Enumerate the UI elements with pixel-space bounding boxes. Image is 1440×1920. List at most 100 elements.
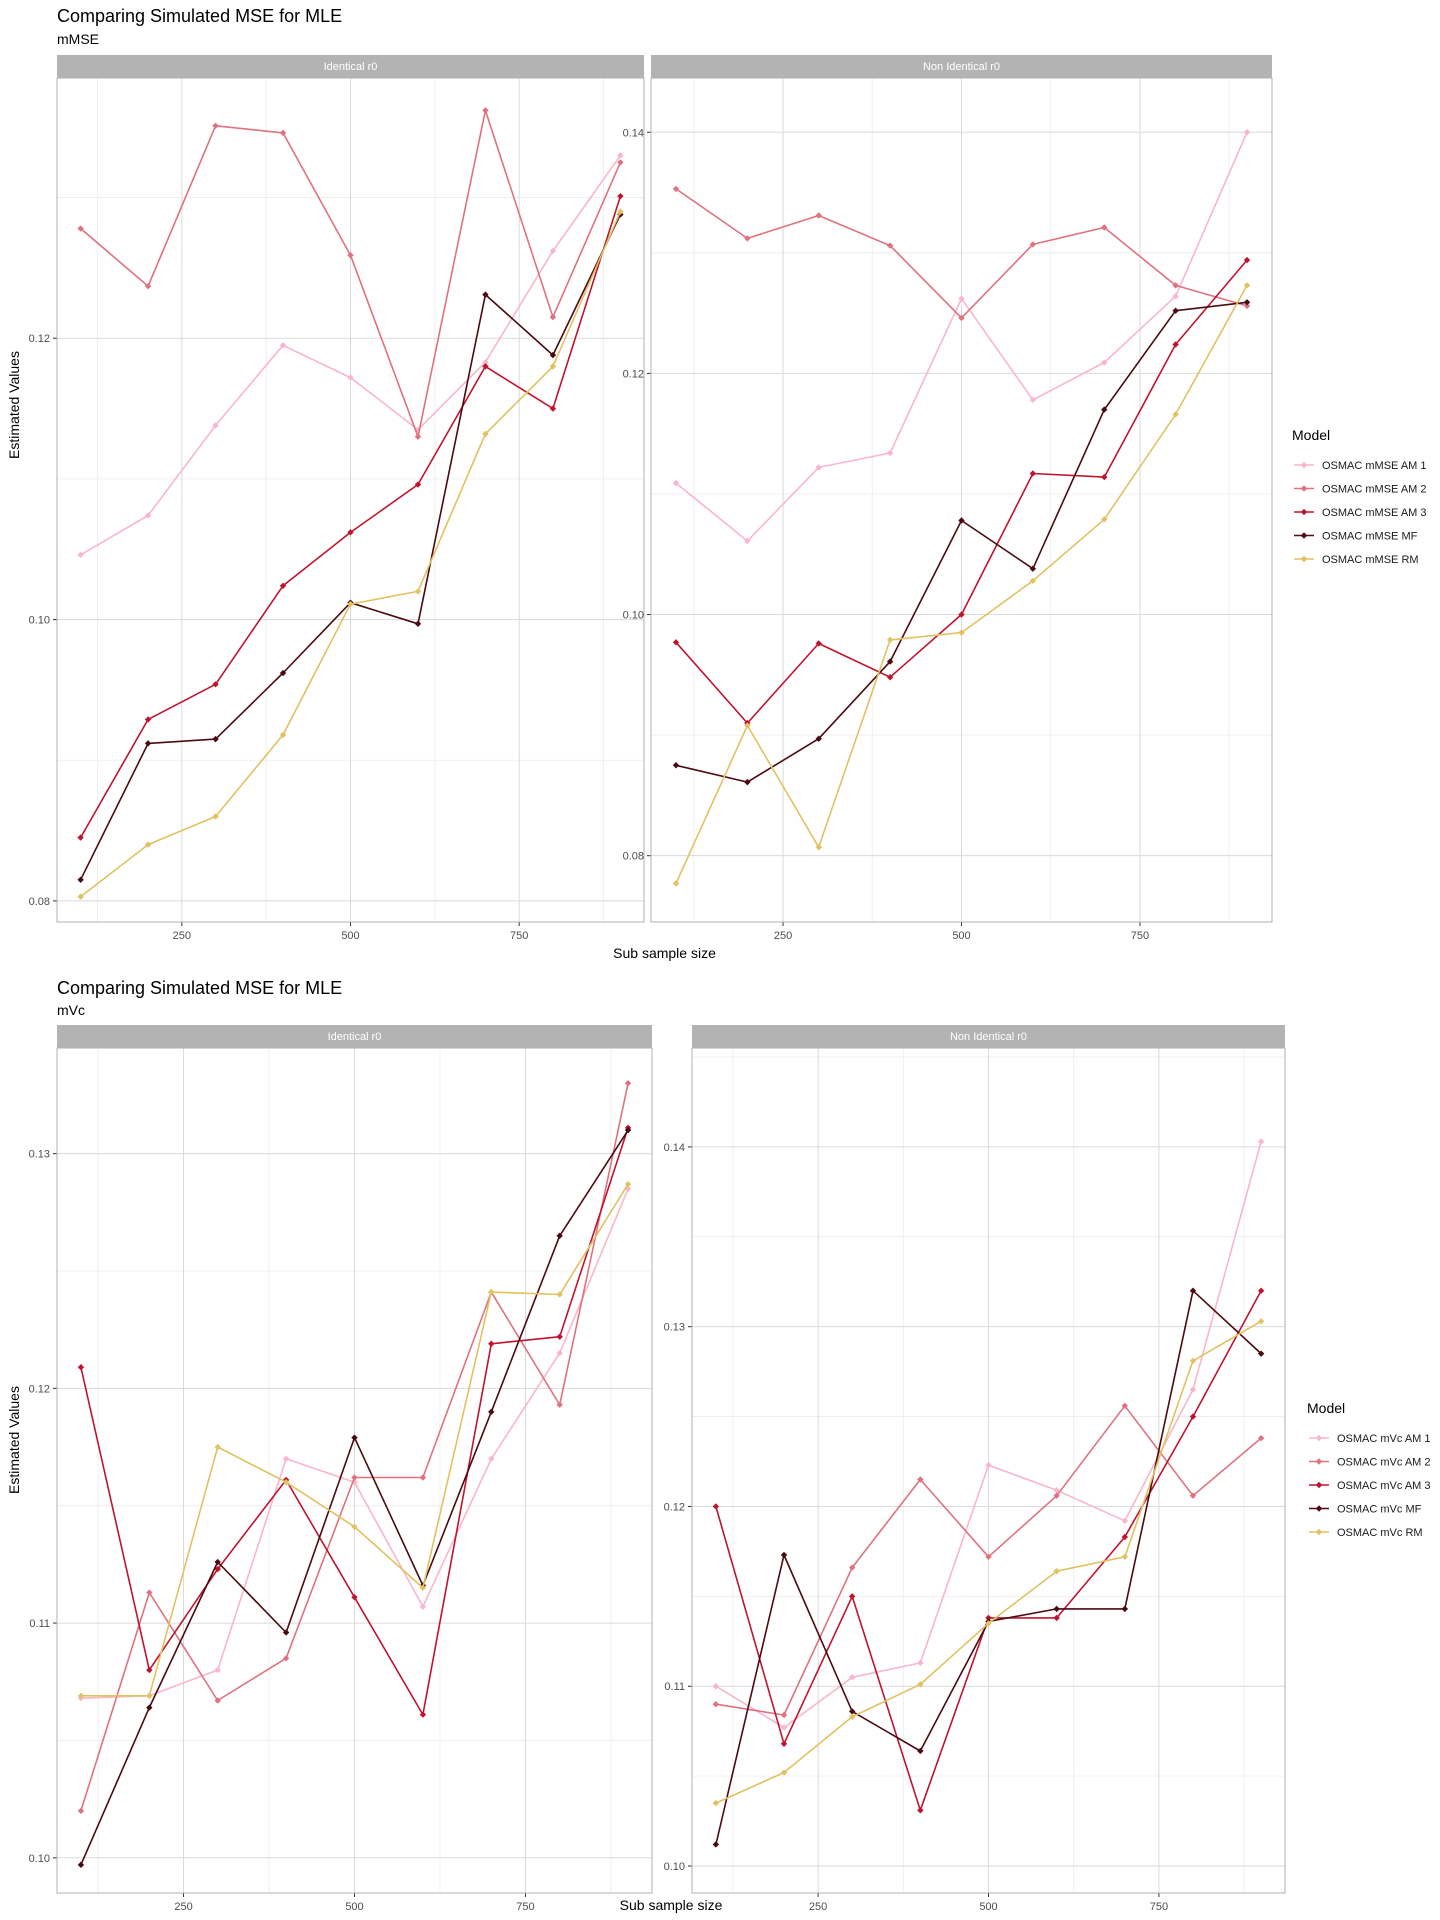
data-point <box>1053 1614 1060 1622</box>
data-point <box>347 600 354 608</box>
y-tick-label: 0.13 <box>664 1322 685 1334</box>
legend-item-label: OSMAC mMSE MF <box>1322 531 1418 543</box>
legend-swatch-point <box>1300 508 1308 516</box>
data-point <box>958 517 965 524</box>
data-point <box>1121 1533 1129 1541</box>
x-tick-label: 750 <box>1150 1901 1168 1913</box>
data-point <box>1257 1434 1265 1442</box>
data-point <box>1121 1605 1129 1613</box>
data-point <box>815 464 822 471</box>
data-point <box>1101 359 1108 366</box>
data-point <box>488 1455 495 1462</box>
x-tick-label: 500 <box>345 1901 363 1913</box>
data-point <box>1243 256 1251 264</box>
data-point <box>212 813 219 820</box>
data-point <box>1053 1487 1060 1494</box>
data-point <box>144 841 152 848</box>
panel-border <box>691 1047 1286 1894</box>
y-tick-label: 0.11 <box>29 1618 50 1630</box>
data-point <box>1029 565 1037 572</box>
data-point <box>848 1713 856 1721</box>
data-point <box>212 422 219 429</box>
data-point <box>347 252 354 259</box>
legend-item-label: OSMAC mMSE AM 1 <box>1322 460 1427 472</box>
data-point <box>617 152 624 159</box>
y-axis-label: Estimated Values <box>6 351 22 459</box>
data-point <box>77 1807 85 1815</box>
data-point <box>672 639 680 646</box>
facet-strip <box>57 55 644 78</box>
data-point <box>672 185 680 193</box>
data-point <box>482 363 489 370</box>
legend-swatch-point <box>1315 1528 1323 1536</box>
chart-subtitle: mMSE <box>57 31 99 47</box>
data-point <box>549 351 557 359</box>
data-point <box>77 834 84 841</box>
data-point <box>347 529 354 536</box>
data-point <box>958 295 965 302</box>
data-point <box>712 1503 720 1510</box>
data-point <box>712 1799 720 1807</box>
data-point <box>1029 241 1037 248</box>
data-point <box>815 212 822 219</box>
data-point <box>144 512 152 519</box>
legend-title: Model <box>1292 427 1330 443</box>
y-tick-label: 0.10 <box>623 610 644 622</box>
data-point <box>744 778 751 786</box>
data-point <box>1243 299 1251 306</box>
data-point <box>886 674 894 681</box>
data-point <box>488 1408 495 1416</box>
data-point <box>282 1629 290 1636</box>
data-point <box>617 159 624 166</box>
legend-swatch-point <box>1300 461 1308 469</box>
legend-item-label: OSMAC mMSE RM <box>1322 554 1419 566</box>
data-point <box>712 1841 720 1848</box>
data-point <box>556 1333 563 1340</box>
data-point <box>1257 1138 1265 1145</box>
data-point <box>482 358 489 366</box>
data-point <box>77 876 84 883</box>
panel-border <box>650 77 1273 923</box>
y-tick-label: 0.14 <box>664 1142 685 1154</box>
data-point <box>815 735 822 742</box>
data-point <box>556 1232 563 1239</box>
data-point <box>214 1565 221 1573</box>
legend-item-label: OSMAC mVc MF <box>1337 1504 1422 1516</box>
data-point <box>419 1711 427 1718</box>
data-point <box>77 1692 85 1700</box>
data-point <box>780 1769 788 1776</box>
legend-swatch-point <box>1300 532 1308 539</box>
x-tick-label: 500 <box>979 1901 997 1913</box>
data-point <box>1053 1492 1060 1499</box>
legend-swatch-point <box>1315 1434 1323 1442</box>
data-point <box>1189 1386 1197 1393</box>
data-point <box>958 611 965 618</box>
data-point <box>214 1697 221 1704</box>
data-point <box>672 880 680 887</box>
y-tick-label: 0.08 <box>623 851 644 863</box>
data-point <box>985 1614 992 1622</box>
data-point <box>1189 1413 1197 1420</box>
data-point <box>282 1655 290 1662</box>
legend-swatch-point <box>1315 1458 1323 1465</box>
x-tick-label: 250 <box>809 1901 827 1913</box>
data-point <box>848 1593 856 1600</box>
x-tick-label: 500 <box>952 930 970 942</box>
data-point <box>279 129 287 137</box>
data-point <box>1172 293 1179 300</box>
y-tick-label: 0.11 <box>664 1681 685 1693</box>
y-tick-label: 0.12 <box>664 1501 685 1513</box>
data-point <box>279 582 287 590</box>
data-point <box>351 1474 358 1481</box>
data-point <box>1101 224 1108 231</box>
data-point <box>712 1701 720 1708</box>
data-point <box>744 235 751 242</box>
data-point <box>77 1364 85 1371</box>
data-point <box>1243 282 1251 289</box>
data-point <box>482 430 489 438</box>
data-point <box>672 479 680 487</box>
data-point <box>414 481 422 488</box>
data-point <box>414 433 422 440</box>
chart-title: Comparing Simulated MSE for MLE <box>57 6 342 26</box>
